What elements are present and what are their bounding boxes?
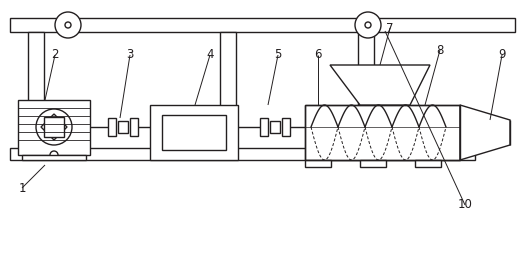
Text: 10: 10	[458, 199, 472, 211]
Text: 2: 2	[51, 48, 59, 62]
Bar	[305, 160, 331, 167]
Bar	[282, 118, 290, 136]
Circle shape	[365, 22, 371, 28]
Bar	[28, 32, 44, 148]
Circle shape	[36, 109, 72, 145]
Bar	[130, 118, 138, 136]
Bar	[220, 32, 236, 148]
Bar	[10, 148, 475, 160]
Circle shape	[65, 22, 71, 28]
Bar	[18, 100, 90, 155]
Bar	[22, 155, 86, 160]
Circle shape	[50, 151, 58, 159]
Polygon shape	[460, 105, 510, 160]
Text: 1: 1	[18, 182, 26, 194]
Bar	[162, 115, 226, 150]
Bar	[358, 32, 374, 148]
Bar	[10, 18, 515, 32]
Bar	[108, 118, 116, 136]
Text: 6: 6	[314, 48, 322, 62]
Circle shape	[55, 12, 81, 38]
Bar	[260, 118, 268, 136]
Text: 5: 5	[274, 48, 282, 62]
Bar	[44, 117, 64, 137]
Text: 9: 9	[498, 48, 506, 62]
Text: 3: 3	[127, 48, 134, 62]
Text: 7: 7	[386, 22, 394, 34]
Text: 4: 4	[206, 48, 214, 62]
Bar	[118, 121, 128, 133]
Bar	[305, 105, 460, 160]
Text: 8: 8	[436, 44, 444, 56]
Bar	[270, 121, 280, 133]
Bar	[415, 160, 441, 167]
Polygon shape	[330, 65, 430, 105]
Polygon shape	[41, 114, 67, 140]
Circle shape	[355, 12, 381, 38]
Bar	[150, 105, 238, 160]
Bar	[305, 105, 460, 160]
Bar	[360, 160, 386, 167]
